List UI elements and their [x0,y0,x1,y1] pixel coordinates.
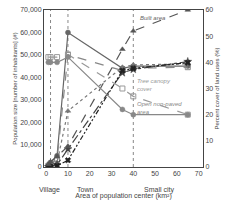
svg-text:50: 50 [151,170,159,177]
svg-text:50,000: 50,000 [20,51,42,58]
svg-text:60: 60 [205,6,213,13]
svg-text:30: 30 [108,170,116,177]
svg-text:40: 40 [205,59,213,66]
svg-text:Area of population center (km²: Area of population center (km²) [75,192,172,200]
svg-text:40: 40 [129,170,137,177]
svg-text:30,000: 30,000 [20,96,42,103]
svg-text:Small city: Small city [144,186,174,194]
svg-text:50: 50 [205,33,213,40]
svg-text:20: 20 [205,111,213,118]
svg-text:Built area: Built area [140,15,166,21]
svg-text:10: 10 [205,137,213,144]
svg-text:70,000: 70,000 [20,6,42,13]
svg-text:Village: Village [39,186,60,194]
svg-text:70: 70 [195,170,203,177]
svg-text:20: 20 [86,170,94,177]
svg-text:60,000: 60,000 [20,29,42,36]
svg-text:Tree canopycover: Tree canopycover [137,78,171,92]
svg-text:10: 10 [64,170,72,177]
svg-text:0: 0 [205,163,209,170]
svg-text:40,000: 40,000 [20,74,42,81]
svg-text:60: 60 [173,170,181,177]
svg-text:30: 30 [205,85,213,92]
svg-text:Population size [number of inh: Population size [number of inhabitants] … [12,32,18,144]
svg-text:Open non-pavedarea: Open non-pavedarea [137,101,182,115]
svg-text:10,000: 10,000 [20,141,42,148]
svg-text:Town: Town [77,186,93,193]
svg-text:Percent cover of land uses (%): Percent cover of land uses (%) [214,47,220,129]
svg-text:0: 0 [38,163,42,170]
svg-text:20,000: 20,000 [20,119,42,126]
svg-text:0: 0 [44,170,48,177]
